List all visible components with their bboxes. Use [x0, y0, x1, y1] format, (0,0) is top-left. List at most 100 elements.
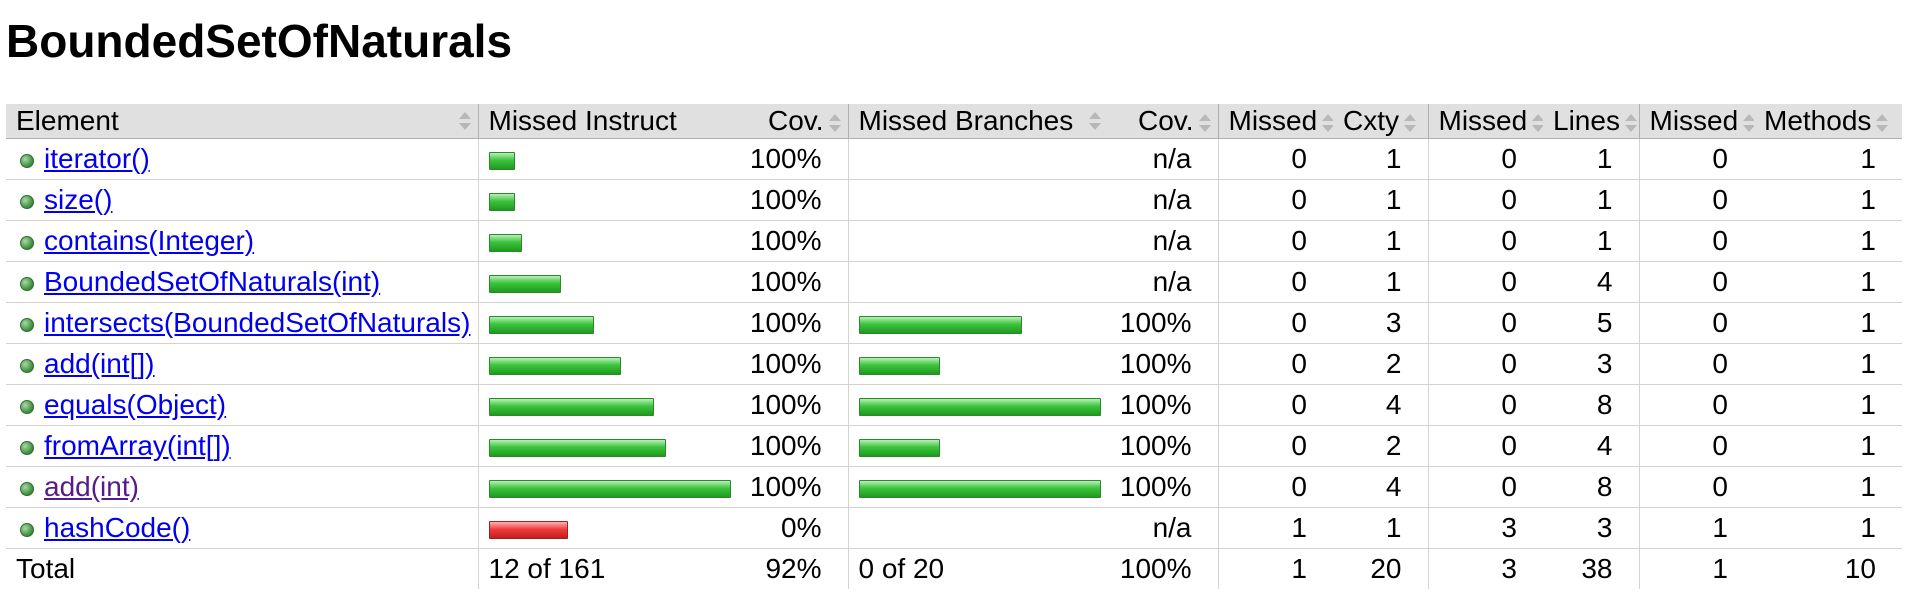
instructions-coverage: 100% — [678, 343, 848, 385]
total-instructions: 12 of 161 — [477, 548, 678, 589]
method-link[interactable]: intersects(BoundedSetOfNaturals) — [44, 307, 471, 338]
branches-coverage-bar — [858, 356, 940, 375]
total-missed-lines: 3 — [1427, 548, 1543, 589]
method-link[interactable]: equals(Object) — [44, 389, 227, 420]
branches-coverage: n/a — [1108, 261, 1218, 303]
table-row: iterator() 100% n/a 0 1 0 1 0 1 — [6, 138, 1902, 180]
header-missed-branches-label: Missed Branches — [858, 105, 1074, 136]
instructions-coverage: 100% — [678, 302, 848, 344]
table-row: equals(Object) 100% 100% 0 4 0 8 0 1 — [6, 384, 1902, 426]
branches-bar-cell — [847, 138, 1108, 180]
total-row: Total 12 of 161 92% 0 of 20 100% 1 20 3 … — [6, 548, 1902, 589]
methods: 1 — [1754, 179, 1902, 221]
instructions-bar-cell — [477, 507, 678, 549]
method-link[interactable]: contains(Integer) — [44, 225, 255, 256]
branches-bar-cell — [847, 507, 1108, 549]
sort-icon — [1321, 113, 1335, 132]
branches-bar-cell — [847, 179, 1108, 221]
branches-coverage: n/a — [1108, 179, 1218, 221]
method-icon — [20, 399, 34, 414]
branches-coverage: n/a — [1108, 220, 1218, 262]
branches-bar-cell — [847, 425, 1108, 467]
total-lines: 38 — [1581, 553, 1613, 584]
header-missed-methods[interactable]: Missed — [1638, 104, 1756, 139]
element-cell: BoundedSetOfNaturals(int) — [6, 261, 478, 303]
method-icon — [20, 276, 34, 291]
method-link[interactable]: add(int) — [44, 471, 139, 502]
lines: 3 — [1543, 343, 1639, 385]
method-link[interactable]: size() — [44, 184, 113, 215]
instructions-coverage: 0% — [678, 507, 848, 549]
missed-cxty: 0 — [1217, 138, 1333, 180]
total-methods: 10 — [1844, 553, 1876, 584]
instructions-bar-cell — [477, 384, 678, 426]
element-cell: add(int) — [6, 466, 478, 508]
method-icon — [20, 153, 34, 168]
sort-icon — [1875, 113, 1889, 132]
instructions-coverage: 100% — [678, 384, 848, 426]
header-branch-cov-label: Cov. — [1138, 105, 1194, 136]
lines: 1 — [1543, 179, 1639, 221]
sort-icon — [1742, 113, 1756, 132]
cxty: 1 — [1333, 138, 1428, 180]
cxty: 1 — [1333, 507, 1428, 549]
instructions-bar-cell — [477, 425, 678, 467]
missed-methods: 1 — [1638, 507, 1754, 549]
header-element[interactable]: Element — [6, 104, 478, 139]
method-link[interactable]: BoundedSetOfNaturals(int) — [44, 266, 381, 297]
missed-cxty: 0 — [1217, 466, 1333, 508]
missed-methods: 0 — [1638, 138, 1754, 180]
header-instr-cov[interactable]: Cov. — [678, 104, 848, 139]
header-methods[interactable]: Methods — [1754, 104, 1902, 139]
method-link[interactable]: iterator() — [44, 143, 150, 174]
lines: 4 — [1543, 425, 1639, 467]
total-branches: 0 of 20 — [847, 548, 1108, 589]
branches-coverage-bar — [858, 479, 1101, 498]
missed-lines: 0 — [1427, 425, 1543, 467]
method-icon — [20, 440, 34, 455]
cxty: 4 — [1333, 384, 1428, 426]
sort-icon — [1531, 113, 1545, 132]
instructions-coverage: 100% — [678, 179, 848, 221]
instructions-coverage-bar — [488, 479, 731, 498]
methods: 1 — [1754, 466, 1902, 508]
header-missed-lines[interactable]: Missed — [1427, 104, 1545, 139]
header-missed-branches[interactable]: Missed Branches — [847, 104, 1108, 139]
element-cell: add(int[]) — [6, 343, 478, 385]
method-link[interactable]: fromArray(int[]) — [44, 430, 231, 461]
sort-icon — [828, 113, 842, 132]
table-header: Element Missed Instructions Cov. Missed … — [6, 104, 1902, 139]
table-row: BoundedSetOfNaturals(int) 100% n/a 0 1 0 4 0 1 — [6, 261, 1902, 303]
element-cell: equals(Object) — [6, 384, 478, 426]
instructions-bar-cell — [477, 302, 678, 344]
missed-lines: 0 — [1427, 302, 1543, 344]
method-link[interactable]: add(int[]) — [44, 348, 155, 379]
header-missed-methods-label: Missed — [1649, 105, 1739, 136]
method-link[interactable]: hashCode() — [44, 512, 191, 543]
branches-coverage: 100% — [1108, 425, 1218, 467]
header-branch-cov[interactable]: Cov. — [1108, 104, 1218, 139]
header-missed-cxty[interactable]: Missed — [1217, 104, 1335, 139]
branches-coverage: 100% — [1108, 384, 1218, 426]
missed-lines: 0 — [1427, 261, 1543, 303]
branches-bar-cell — [847, 384, 1108, 426]
method-icon — [20, 481, 34, 496]
total-missed-cxty: 1 — [1217, 548, 1333, 589]
instructions-coverage: 100% — [678, 220, 848, 262]
missed-methods: 0 — [1638, 343, 1754, 385]
instructions-bar-cell — [477, 261, 678, 303]
header-missed-instructions[interactable]: Missed Instructions — [477, 104, 746, 139]
cxty: 4 — [1333, 466, 1428, 508]
table-row: hashCode() 0% n/a 1 1 3 3 1 1 — [6, 507, 1902, 549]
missed-lines: 0 — [1427, 179, 1543, 221]
method-icon — [20, 522, 34, 537]
missed-methods: 0 — [1638, 261, 1754, 303]
table-body: iterator() 100% n/a 0 1 0 1 0 1 size() 100% n/a 0 1 0 1… — [6, 138, 1902, 549]
instructions-coverage: 100% — [678, 425, 848, 467]
instructions-coverage-bar — [488, 397, 654, 416]
header-cxty[interactable]: Cxty — [1333, 104, 1428, 139]
lines: 3 — [1543, 507, 1639, 549]
header-lines[interactable]: Lines — [1543, 104, 1639, 139]
missed-lines: 0 — [1427, 138, 1543, 180]
missed-lines: 0 — [1427, 466, 1543, 508]
